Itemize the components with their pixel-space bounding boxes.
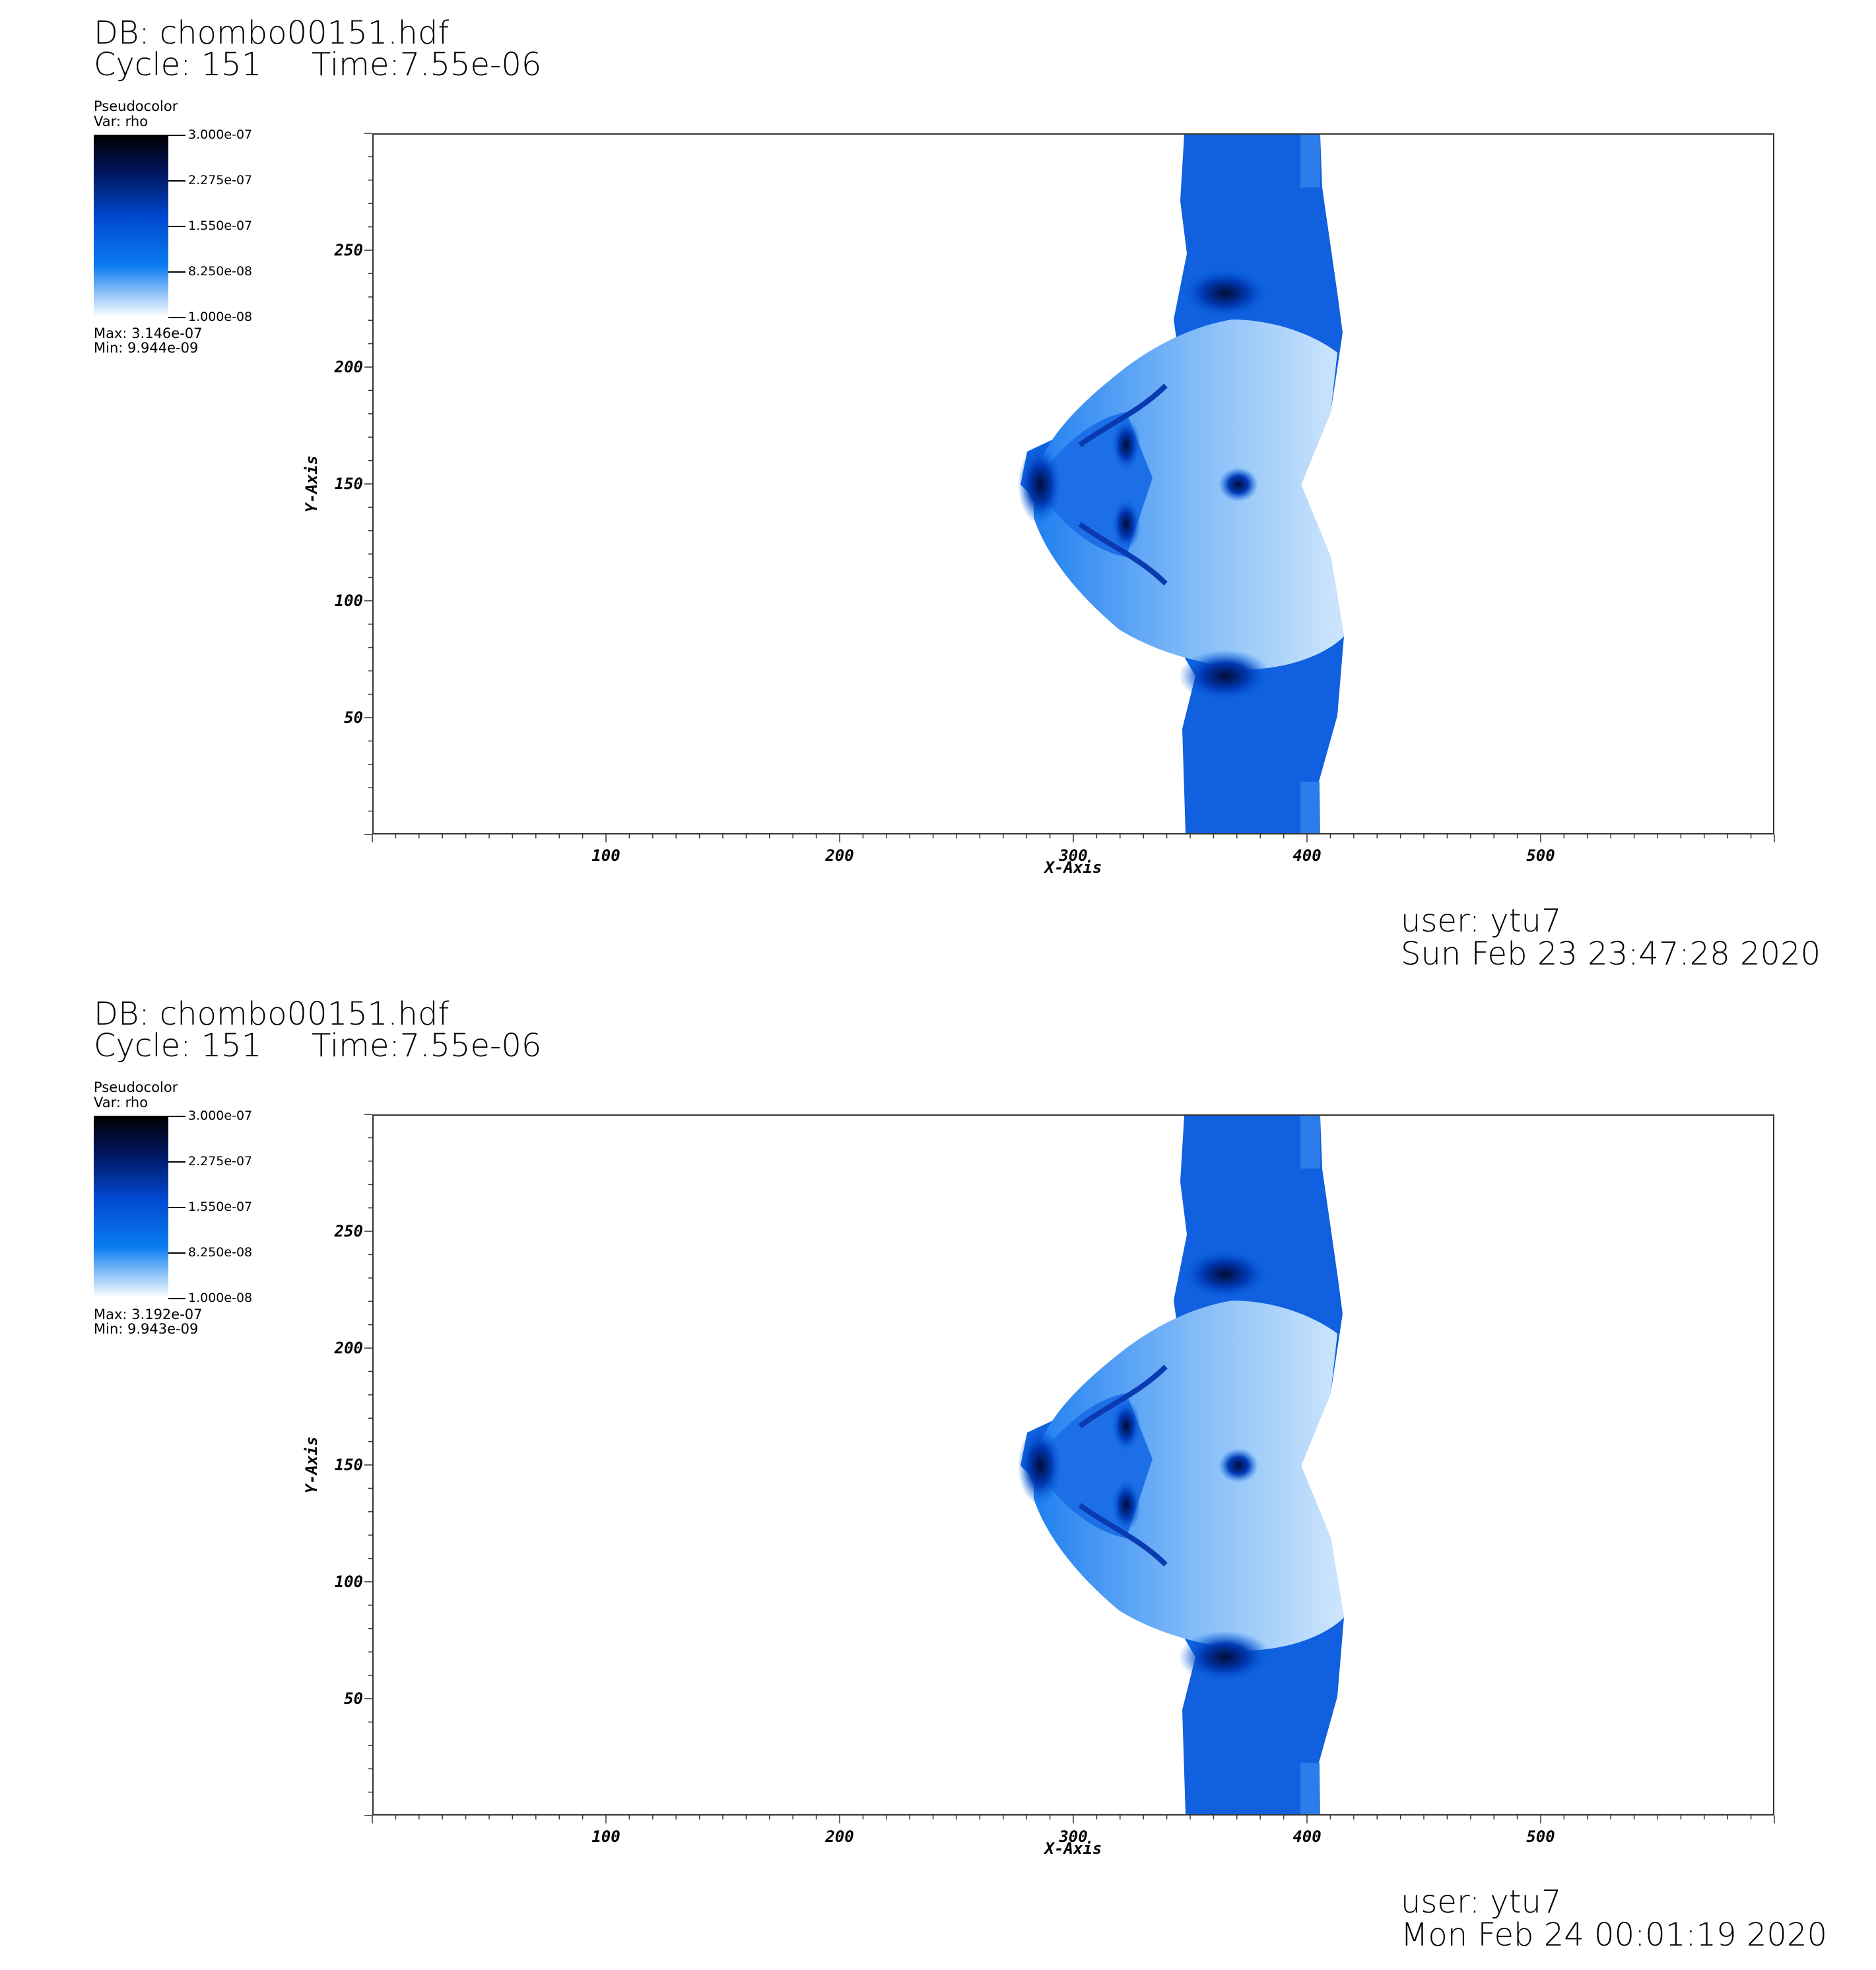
y-tick-label: 150 — [335, 475, 363, 493]
time-value: Time:7.55e-06 — [312, 1027, 542, 1064]
x-tick-label: 200 — [824, 846, 854, 865]
cycle-value: Cycle: 151 — [94, 1027, 262, 1064]
axes: 100 200 300 400 500 50 100 150 200 250 X-Axis Y-… — [302, 133, 1775, 877]
colorbar-tick: 8.250e-08 — [168, 1246, 252, 1259]
y-tick-label: 100 — [335, 592, 363, 610]
legend-max: Max: 3.146e-07 — [94, 325, 203, 341]
x-tick-label: 200 — [824, 1827, 854, 1846]
density-field — [1018, 135, 1344, 833]
colorbar-tick: 1.000e-08 — [168, 1291, 252, 1305]
legend-variable: Var: rho — [94, 1095, 149, 1110]
x-tick-label: 100 — [591, 1827, 620, 1846]
y-tick-label: 250 — [334, 1222, 363, 1240]
user-label: user: ytu7 — [1401, 902, 1562, 939]
colorbar — [94, 135, 168, 317]
x-tick-label: 400 — [1292, 846, 1321, 865]
colorbar — [94, 1116, 168, 1298]
x-tick-label: 100 — [591, 846, 620, 865]
y-tick-label: 50 — [344, 708, 363, 727]
y-tick-label: 250 — [334, 241, 363, 259]
y-ticks: 50 100 150 200 250 — [334, 1114, 372, 1816]
time-value: Time:7.55e-06 — [312, 46, 542, 83]
colorbar-tick: 3.000e-07 — [168, 1109, 252, 1122]
plot-panel-2: DB: chombo00151.hdf Cycle: 151 Time:7.55e… — [0, 981, 1876, 1966]
x-axis-label: X-Axis — [1044, 1839, 1102, 1858]
date-label: Mon Feb 24 00:01:19 2020 — [1401, 1917, 1828, 1953]
y-ticks: 50 100 150 200 250 — [334, 133, 372, 835]
x-tick-label: 400 — [1292, 1827, 1321, 1846]
legend-max: Max: 3.192e-07 — [94, 1307, 203, 1322]
plot-area — [372, 1114, 1774, 1816]
database-title: DB: chombo00151.hdf — [94, 15, 450, 51]
x-tick-label: 500 — [1526, 846, 1555, 865]
x-tick-label: 500 — [1526, 1827, 1555, 1846]
legend-min: Min: 9.943e-09 — [94, 1321, 199, 1337]
x-axis-label: X-Axis — [1044, 858, 1102, 877]
axes: 100 200 300 400 500 50 100 150 200 250 X-Axis Y-… — [302, 1114, 1775, 1858]
plot-area — [372, 133, 1774, 834]
y-tick-label: 100 — [335, 1573, 363, 1591]
y-axis-label: Y-Axis — [302, 1437, 321, 1494]
y-tick-label: 50 — [344, 1689, 363, 1708]
legend-min: Min: 9.944e-09 — [94, 340, 199, 356]
colorbar-tick: 1.550e-07 — [168, 1200, 252, 1213]
colorbar-tick: 1.550e-07 — [168, 219, 252, 232]
x-tick-label: 300 — [1058, 846, 1087, 865]
legend-plot-type: Pseudocolor — [94, 1079, 178, 1095]
cycle-label: Cycle: 151 Time:7.55e-06 — [94, 1027, 541, 1064]
colorbar-tick: 8.250e-08 — [168, 265, 252, 278]
user-label: user: ytu7 — [1401, 1884, 1562, 1920]
legend-variable: Var: rho — [94, 114, 149, 129]
x-ticks: 100 200 300 400 500 — [372, 834, 1775, 865]
database-title: DB: chombo00151.hdf — [94, 996, 450, 1033]
colorbar-tick: 2.275e-07 — [168, 174, 252, 187]
cycle-value: Cycle: 151 — [94, 46, 262, 83]
colorbar-tick: 3.000e-07 — [168, 128, 252, 141]
y-tick-label: 150 — [335, 1456, 363, 1474]
colorbar-tick: 2.275e-07 — [168, 1155, 252, 1168]
legend-plot-type: Pseudocolor — [94, 98, 178, 114]
y-axis-label: Y-Axis — [302, 456, 321, 513]
y-tick-label: 200 — [334, 358, 363, 376]
plot-panel-1: DB: chombo00151.hdf Cycle: 151 Time:7.55e… — [0, 0, 1876, 985]
colorbar-tick: 1.000e-08 — [168, 310, 252, 323]
date-label: Sun Feb 23 23:47:28 2020 — [1401, 935, 1821, 972]
cycle-label: Cycle: 151 Time:7.55e-06 — [94, 46, 541, 83]
x-tick-label: 300 — [1058, 1827, 1087, 1846]
x-ticks: 100 200 300 400 500 — [372, 1816, 1775, 1846]
y-tick-label: 200 — [334, 1339, 363, 1357]
density-field — [1018, 1116, 1344, 1814]
